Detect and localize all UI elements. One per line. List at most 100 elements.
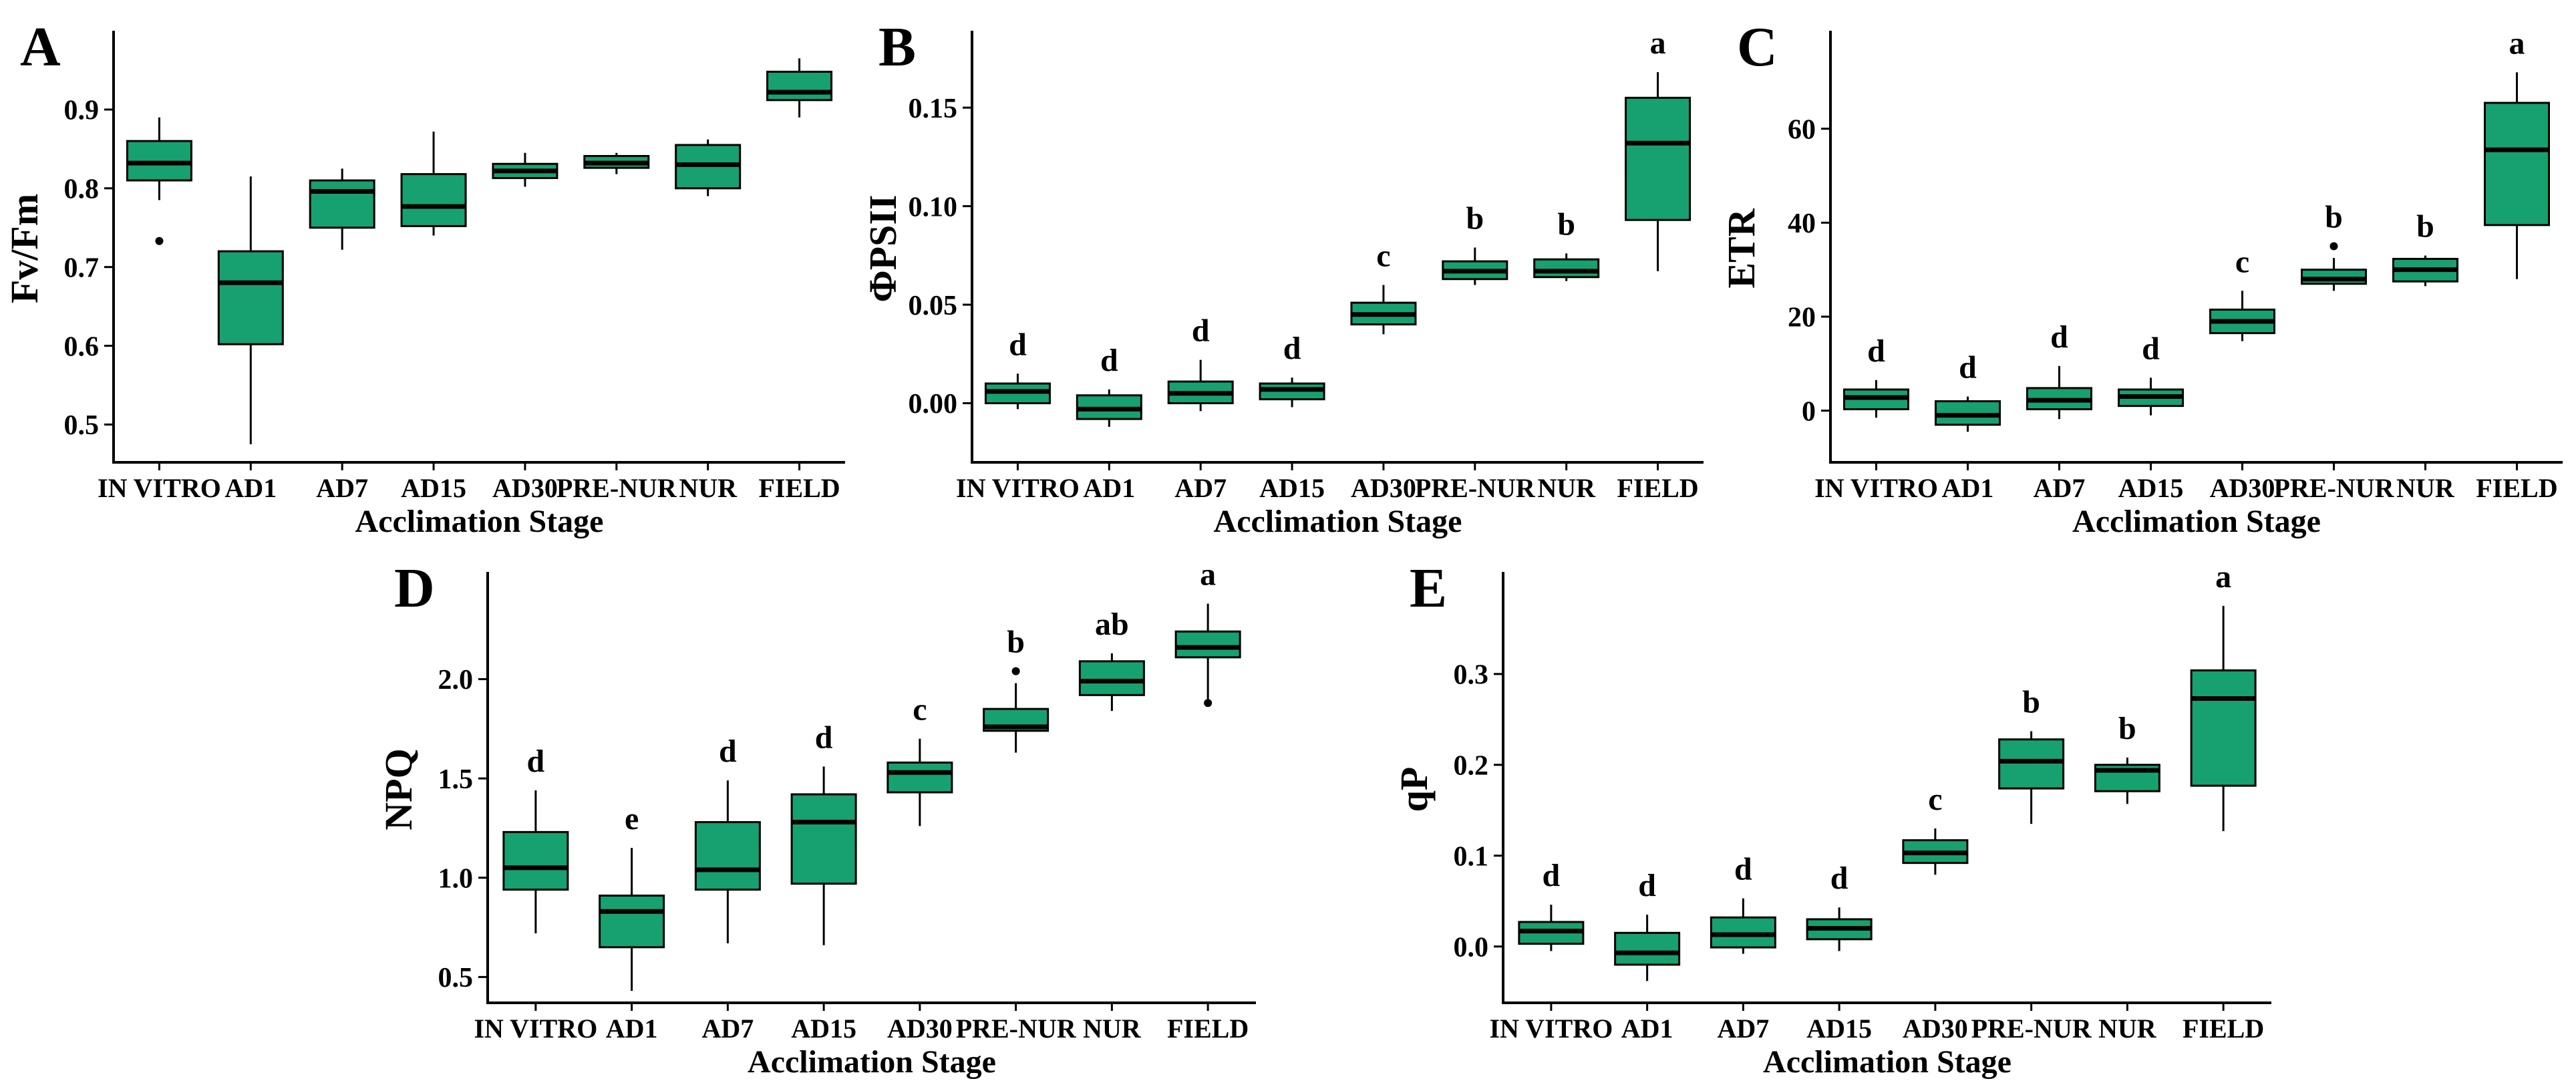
y-axis-title: qP (1392, 767, 1436, 812)
boxplot-in-vitro (126, 117, 192, 245)
y-tick-label: 0.3 (1454, 660, 1489, 691)
significance-letter: e (625, 801, 639, 836)
x-tick-label: AD1 (606, 1014, 658, 1044)
box (2190, 669, 2257, 787)
panel-c-chart: C 0 20 40 60 ETR IN VITRO AD1 AD7 AD15 AD30PRE-NUR… (1720, 16, 2563, 539)
significance-letter: d (1009, 327, 1027, 362)
significance-letter: d (1100, 343, 1118, 378)
significance-letter: d (1867, 333, 1885, 369)
significance-letter: ab (1095, 607, 1129, 642)
x-tick-label: PRE-NUR (556, 473, 677, 503)
boxplot-ad30 (492, 152, 558, 187)
boxplot-in-vitro: d (1843, 333, 1909, 418)
panel-label: E (1410, 557, 1447, 619)
y-tick-label: 0.7 (64, 253, 100, 283)
significance-letter: d (2050, 319, 2068, 355)
boxplot-ad1: d (1076, 343, 1142, 427)
boxplot-ad1 (217, 176, 284, 444)
boxplot-nur: b (2094, 711, 2160, 804)
boxplot-ad7: d (1167, 313, 1234, 412)
boxplot-pre-nur: b (2301, 199, 2367, 291)
panel-d-chart: D 0.5 1.0 1.5 2.0 NPQ IN VITRO AD1 AD7 AD15 AD30 PR… (377, 557, 1256, 1080)
x-tick-label: AD30 (492, 473, 558, 503)
y-tick-label: 0.15 (909, 94, 958, 124)
x-tick-label: AD7 (1174, 473, 1227, 503)
panel-c-etr: C 0 20 40 60 ETR IN VITRO AD1 AD7 AD15 AD30 PRE-NUR… (1717, 0, 2576, 541)
boxplot-pre-nur: b (983, 625, 1050, 753)
y-tick-label: 0.9 (64, 96, 100, 126)
x-tick-label: IN VITRO (956, 473, 1080, 503)
x-tick-label: PRE-NUR (2274, 473, 2395, 503)
box (1998, 738, 2065, 790)
x-tick-label: AD15 (1806, 1014, 1872, 1044)
boxplot-ad15: d (1259, 331, 1325, 408)
box (790, 793, 857, 885)
x-tick-label: PRE-NUR (956, 1014, 1077, 1044)
significance-letter: d (1734, 852, 1752, 887)
significance-letter: a (1200, 557, 1216, 593)
boxplot-in-vitro: d (1518, 858, 1585, 951)
significance-letter: d (2142, 331, 2160, 366)
significance-letter: b (1007, 625, 1025, 660)
boxplot-pre-nur: b (1998, 684, 2065, 824)
significance-letter: d (1959, 350, 1977, 385)
x-tick-label: NUR (1083, 1014, 1142, 1044)
box (887, 761, 953, 794)
significance-letter: c (1928, 782, 1942, 817)
boxplot-field: a (2190, 559, 2257, 832)
x-axis-title: Acclimation Stage (748, 1044, 996, 1080)
significance-letter: b (2416, 209, 2434, 245)
x-tick-label: IN VITRO (474, 1014, 597, 1044)
significance-letter: d (1638, 868, 1656, 903)
box (2484, 102, 2550, 226)
significance-letter: a (2509, 25, 2525, 61)
x-tick-label: AD1 (1621, 1014, 1673, 1044)
x-axis-title: Acclimation Stage (1214, 504, 1462, 539)
boxplot-in-vitro: d (984, 327, 1051, 410)
y-tick-label: 0.1 (1454, 841, 1489, 872)
x-tick-label: FIELD (758, 473, 840, 503)
box (694, 821, 761, 891)
x-tick-label: AD7 (316, 473, 368, 503)
panel-b-chart: B 0.00 0.05 0.10 0.15 ΦPSII IN VITRO AD1 AD7 AD15… (861, 16, 1704, 539)
panel-a-fvfm: A 0.5 0.6 0.7 0.8 0.9 Fv/Fm IN VITRO AD1 AD7 AD15 A… (0, 0, 858, 541)
x-tick-label: FIELD (2183, 1014, 2264, 1044)
x-tick-label: AD7 (1717, 1014, 1769, 1044)
panel-label: B (878, 16, 916, 78)
y-tick-label: 0.10 (909, 192, 958, 222)
boxplot-ad1: d (1614, 868, 1681, 981)
box (1625, 96, 1692, 221)
boxplot-ad15: d (790, 720, 857, 945)
panel-e-chart: E 0.0 0.1 0.2 0.3 qP IN VITRO AD1 AD7 AD15 AD30 PRE… (1392, 557, 2271, 1080)
y-tick-label: 60 (1788, 114, 1816, 145)
box (309, 179, 375, 229)
x-tick-label: AD15 (2118, 473, 2184, 503)
panel-d-npq: D 0.5 1.0 1.5 2.0 NPQ IN VITRO AD1 AD7 AD15 AD30 PR… (374, 541, 1269, 1082)
y-tick-label: 0.2 (1454, 750, 1489, 781)
panel-label: C (1737, 16, 1778, 78)
x-tick-label: AD7 (701, 1014, 754, 1044)
y-tick-label: 20 (1788, 303, 1816, 333)
x-tick-label: NUR (679, 473, 738, 503)
x-tick-label: FIELD (2476, 473, 2557, 503)
y-tick-label: 0.6 (64, 331, 100, 362)
x-tick-label: IN VITRO (1489, 1014, 1613, 1044)
boxplot-ad30: c (1902, 782, 1969, 875)
x-axis-title: Acclimation Stage (1763, 1044, 2011, 1080)
box (502, 830, 569, 891)
significance-letter: c (2235, 244, 2249, 279)
y-tick-label: 0.8 (64, 174, 100, 205)
boxplot-pre-nur (583, 152, 650, 174)
significance-letter: d (1543, 858, 1561, 893)
significance-letter: d (1192, 313, 1210, 349)
box (217, 250, 284, 345)
boxplot-field: a (1174, 557, 1241, 708)
significance-letter: b (2022, 684, 2040, 720)
y-tick-label: 0.5 (438, 963, 474, 993)
box (1533, 258, 1600, 279)
significance-letter: b (1557, 206, 1575, 242)
boxplot-nur: ab (1078, 607, 1145, 712)
boxplot-field: a (2484, 25, 2550, 279)
y-tick-label: 1.0 (438, 863, 474, 894)
